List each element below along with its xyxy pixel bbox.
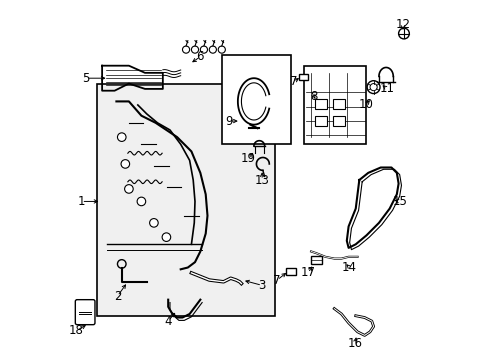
Text: 17: 17	[300, 266, 316, 279]
FancyBboxPatch shape	[75, 300, 95, 325]
Text: 15: 15	[393, 195, 408, 208]
Bar	[315, 116, 327, 126]
Circle shape	[121, 159, 130, 168]
Bar	[298, 73, 308, 80]
Text: 1: 1	[77, 195, 85, 208]
Text: 2: 2	[114, 289, 121, 303]
Text: 5: 5	[82, 72, 90, 85]
Bar	[333, 116, 345, 126]
Text: 9: 9	[225, 114, 233, 127]
Circle shape	[149, 219, 158, 227]
Bar	[333, 99, 345, 109]
Text: 6: 6	[196, 50, 204, 63]
Text: 8: 8	[310, 90, 318, 103]
Text: 3: 3	[258, 279, 266, 292]
Text: 16: 16	[347, 337, 363, 350]
Text: 11: 11	[380, 82, 394, 95]
Bar	[311, 256, 322, 264]
Text: 7: 7	[290, 75, 297, 88]
Text: 12: 12	[395, 18, 411, 31]
Text: 13: 13	[255, 174, 270, 186]
Text: 4: 4	[165, 315, 172, 328]
Circle shape	[137, 197, 146, 206]
Text: 7: 7	[273, 274, 281, 287]
Circle shape	[162, 233, 171, 242]
Circle shape	[124, 185, 133, 193]
Bar	[97, 84, 275, 316]
Bar	[286, 267, 296, 275]
Text: 10: 10	[358, 99, 373, 112]
Bar	[315, 99, 327, 109]
Circle shape	[118, 133, 126, 141]
Bar	[222, 55, 292, 144]
Text: 19: 19	[241, 152, 256, 165]
Text: 18: 18	[69, 324, 84, 337]
Bar	[304, 66, 367, 144]
Text: 14: 14	[342, 261, 357, 274]
